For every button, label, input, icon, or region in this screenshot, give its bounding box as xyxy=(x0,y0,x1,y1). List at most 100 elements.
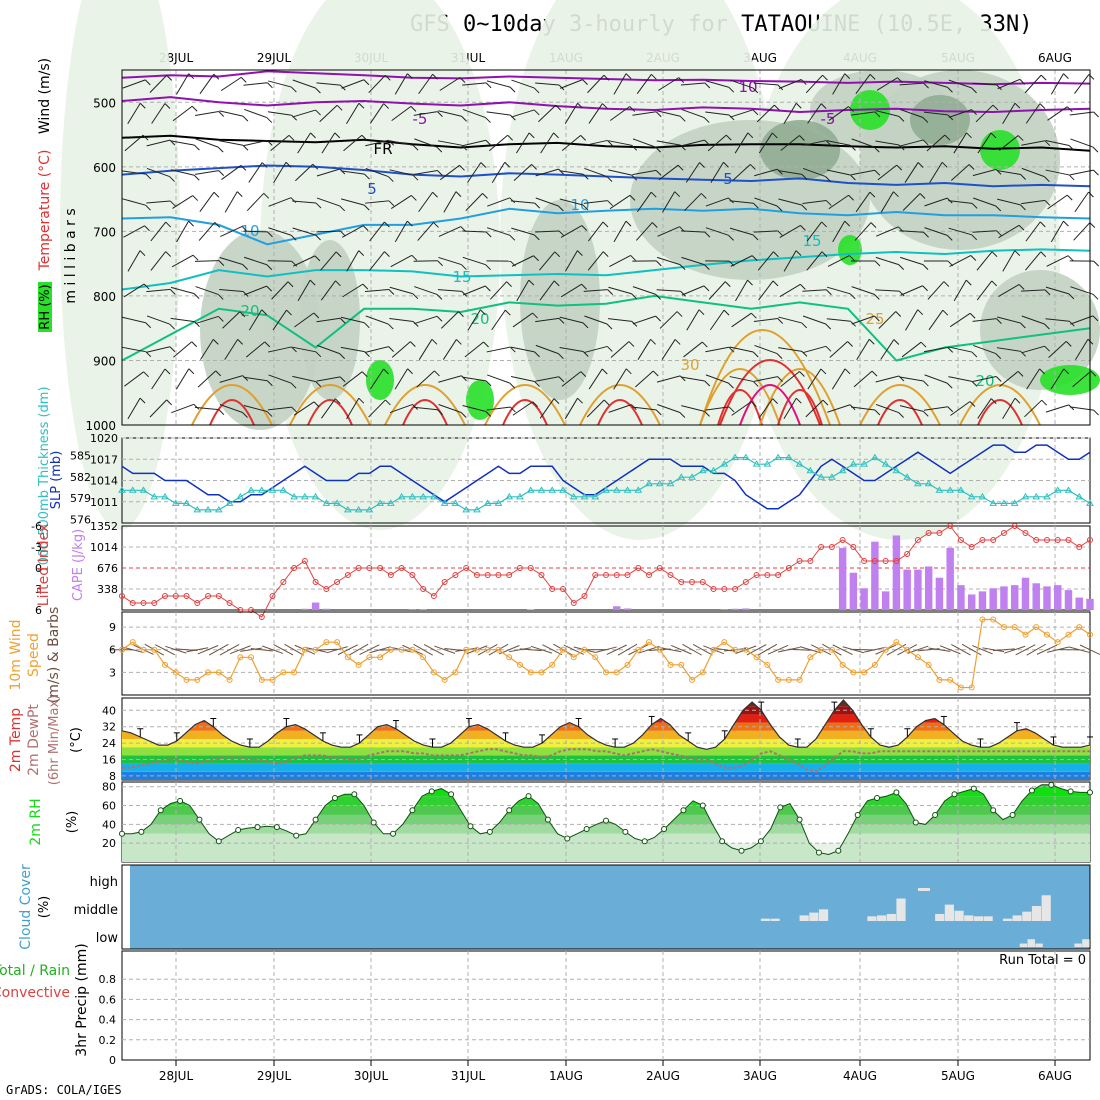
wind10-marker xyxy=(1033,624,1040,631)
li-marker xyxy=(387,572,394,578)
temp-ytick: 24 xyxy=(102,737,116,750)
wind-barb-flag xyxy=(336,104,343,111)
wind-barb-flag xyxy=(1066,106,1073,113)
wind-barb-flag xyxy=(947,346,954,353)
rh2m-marker xyxy=(215,838,222,845)
wind-barb-flag xyxy=(406,220,413,227)
rh2m-marker xyxy=(486,828,493,835)
wind-barb xyxy=(268,227,292,236)
wind10-marker xyxy=(291,669,298,676)
wind-barb xyxy=(462,139,486,147)
wind10-barb xyxy=(713,647,736,652)
wind-barb xyxy=(583,345,608,354)
cloud-bar-middle xyxy=(799,915,809,921)
wind-barb-flag xyxy=(965,279,972,286)
wind-barb xyxy=(462,405,486,412)
rh2m-marker xyxy=(390,830,397,837)
wind10-barb xyxy=(692,644,713,656)
cape-bar xyxy=(978,591,987,610)
isotherm-30-arch xyxy=(209,399,255,426)
wind-barb-flag xyxy=(679,264,686,270)
wind-barb-flag xyxy=(509,86,516,93)
wind-barb-flag xyxy=(1044,345,1050,352)
wind-barb xyxy=(753,376,778,382)
wind-barb xyxy=(656,110,681,117)
wind-barb-flag xyxy=(968,164,975,170)
wind-barb xyxy=(486,346,511,353)
wind-barb xyxy=(267,346,292,353)
wind-barb xyxy=(151,368,166,390)
wind-barb-flag xyxy=(898,375,905,382)
wind-barb xyxy=(486,80,511,88)
wind-barb xyxy=(635,370,654,388)
li-marker xyxy=(624,572,631,578)
cape-bar xyxy=(1000,586,1008,610)
wind-barb xyxy=(686,309,700,331)
wind-barb xyxy=(729,79,754,89)
wind10-barb xyxy=(348,643,369,656)
li-marker xyxy=(484,572,491,578)
wind-barb xyxy=(369,251,385,271)
temp-ytick: 32 xyxy=(102,721,116,734)
wind-barb-flag xyxy=(850,145,856,151)
wind-barb xyxy=(997,198,1021,206)
wind-barb xyxy=(949,255,972,267)
wind-barb xyxy=(146,167,170,178)
wind-barb-flag xyxy=(383,103,390,109)
wind-barb-flag xyxy=(236,191,243,198)
wind-barb xyxy=(340,198,365,206)
upper-ytick-500: 500 xyxy=(93,96,116,110)
wind-barb xyxy=(754,344,778,355)
wind-barb xyxy=(851,138,875,148)
temp2m-label-1: 2m Temp xyxy=(8,708,24,772)
thickness-marker xyxy=(376,499,385,506)
wind-barb-flag xyxy=(923,380,929,387)
li-marker xyxy=(646,572,653,578)
wind10-marker xyxy=(205,669,212,676)
wind-barb-flag xyxy=(947,406,954,413)
rh2m-marker xyxy=(1028,787,1035,794)
wind-barb-flag xyxy=(848,106,854,112)
wind10-marker xyxy=(119,646,125,653)
wind-barb-flag xyxy=(241,226,248,232)
wind-barb xyxy=(194,406,219,411)
wind-barb xyxy=(320,280,336,301)
cloud-bar-middle xyxy=(1002,918,1013,921)
wind-barb-flag xyxy=(239,311,246,318)
thickness-marker xyxy=(634,486,643,493)
wind-barb xyxy=(539,251,556,271)
wind-barb xyxy=(560,225,583,238)
wind-barb-flag xyxy=(553,398,560,405)
wind-barb xyxy=(438,140,462,146)
wind-barb xyxy=(680,82,705,86)
wind-barb xyxy=(899,139,924,147)
wind-barb-flag xyxy=(650,191,657,198)
wind-barb xyxy=(535,230,560,233)
thickness-marker xyxy=(817,473,825,480)
wind-barb xyxy=(248,162,263,183)
wind-barb xyxy=(705,406,730,411)
wind-barb-flag xyxy=(485,411,492,417)
wind-barb xyxy=(998,224,1020,239)
wind-barb-flag xyxy=(266,117,273,123)
wind10-marker xyxy=(839,661,846,668)
cloud-bar-middle xyxy=(1012,915,1022,921)
temp2m-label-2: 2m DewPt xyxy=(26,704,42,776)
wind-barb xyxy=(802,167,826,178)
wind-barb-flag xyxy=(704,411,710,417)
wind-barb-flag xyxy=(874,169,881,176)
wind-barb-flag xyxy=(777,318,784,324)
wind-barb-flag xyxy=(314,255,321,262)
wind-barb-flag xyxy=(169,289,176,295)
temp-band xyxy=(122,763,1090,772)
wind-barb xyxy=(198,222,216,241)
upper-ytick-800: 800 xyxy=(93,290,116,304)
wind10-marker xyxy=(248,654,255,661)
wind-barb xyxy=(413,170,438,175)
li-marker xyxy=(699,579,706,585)
wind-barb-flag xyxy=(335,280,341,287)
wind-barb xyxy=(1021,345,1045,354)
rh2m-marker xyxy=(932,811,939,818)
wind-barb-flag xyxy=(532,312,538,319)
